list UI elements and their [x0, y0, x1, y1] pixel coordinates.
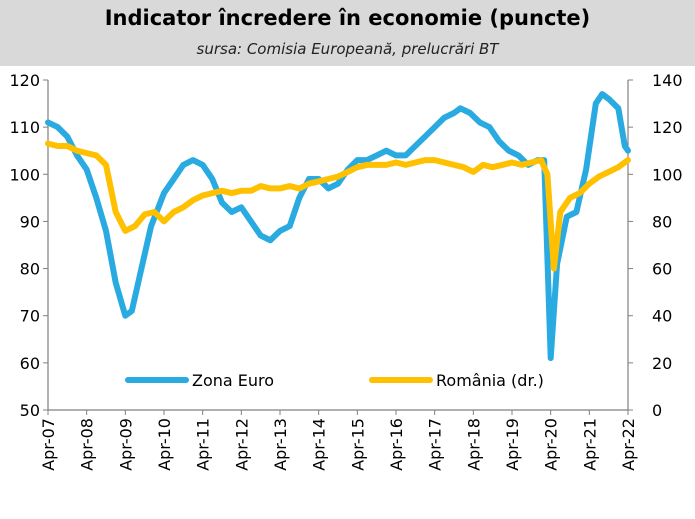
- x-axis-tick-label: Apr-12: [232, 418, 251, 471]
- left-axis-tick-label: 60: [20, 354, 40, 373]
- x-axis-tick-label: Apr-09: [116, 418, 135, 471]
- left-axis-tick-label: 120: [9, 71, 40, 90]
- right-axis-tick-label: 140: [652, 71, 683, 90]
- chart-subtitle: sursa: Comisia Europeană, prelucrări BT: [196, 40, 499, 58]
- right-axis-tick-label: 20: [652, 354, 672, 373]
- x-axis-tick-label: Apr-21: [580, 418, 599, 471]
- x-axis-tick-label: Apr-08: [78, 418, 97, 471]
- x-axis-tick-label: Apr-15: [348, 418, 367, 471]
- left-axis-tick-label: 110: [9, 118, 40, 137]
- x-axis-tick-label: Apr-18: [464, 418, 483, 471]
- left-axis-tick-label: 90: [20, 212, 40, 231]
- x-axis-tick-label: Apr-19: [503, 418, 522, 471]
- legend-label: Zona Euro: [192, 371, 274, 390]
- x-axis-tick-label: Apr-07: [39, 418, 58, 471]
- x-axis-tick-label: Apr-20: [542, 418, 561, 471]
- chart-header: Indicator încredere în economie (puncte)…: [0, 0, 695, 66]
- right-axis-tick-label: 40: [652, 307, 672, 326]
- x-axis-tick-label: Apr-13: [271, 418, 290, 471]
- x-axis-tick-label: Apr-16: [387, 418, 406, 471]
- right-axis-tick-label: 60: [652, 260, 672, 279]
- left-axis-tick-label: 50: [20, 401, 40, 420]
- right-axis-tick-label: 80: [652, 212, 672, 231]
- right-axis-tick-label: 120: [652, 118, 683, 137]
- chart-title: Indicator încredere în economie (puncte): [104, 6, 591, 30]
- left-axis-tick-label: 80: [20, 260, 40, 279]
- x-axis-tick-label: Apr-22: [619, 418, 638, 471]
- left-axis-tick-label: 100: [9, 165, 40, 184]
- x-axis-tick-label: Apr-17: [426, 418, 445, 471]
- left-axis-tick-label: 70: [20, 307, 40, 326]
- series-line-rom-nia-dr-: [45, 140, 631, 272]
- x-axis-tick-label: Apr-11: [194, 418, 213, 471]
- x-axis-tick-label: Apr-10: [155, 418, 174, 471]
- right-axis-tick-label: 0: [652, 401, 662, 420]
- right-axis-tick-label: 100: [652, 165, 683, 184]
- legend-label: România (dr.): [436, 371, 544, 390]
- series-line-zona-euro: [45, 91, 631, 362]
- x-axis-tick-label: Apr-14: [310, 418, 329, 471]
